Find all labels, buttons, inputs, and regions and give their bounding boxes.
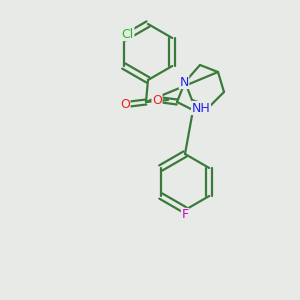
- Text: NH: NH: [192, 101, 210, 115]
- Text: F: F: [182, 208, 189, 221]
- Text: O: O: [152, 94, 162, 106]
- Text: Cl: Cl: [122, 28, 134, 40]
- Text: N: N: [179, 76, 189, 88]
- Text: O: O: [120, 98, 130, 110]
